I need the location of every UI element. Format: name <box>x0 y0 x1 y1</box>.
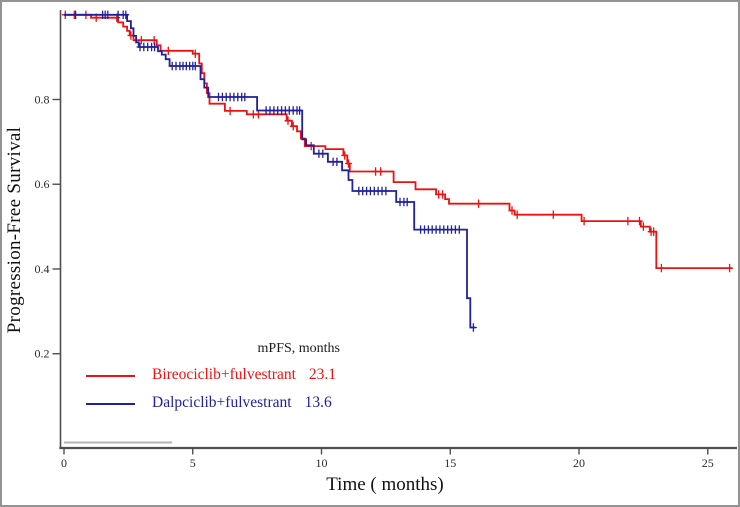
legend-label: Dalpciclib+fulvestrant <box>152 394 292 411</box>
legend-line-sample-dalpciclib <box>86 403 135 405</box>
x-axis-tick-label: 0 <box>61 456 67 470</box>
censor-marks-dalpciclib-fulvestrant <box>72 10 477 332</box>
legend-entry-bireociclib: Bireociclib+fulvestrant 23.1 <box>152 366 336 384</box>
x-axis-tick-label: 15 <box>444 456 456 470</box>
y-axis-tick-label: 0.2 <box>35 347 50 361</box>
legend-label: Bireociclib+fulvestrant <box>152 366 296 383</box>
legend-header: mPFS, months <box>257 341 340 356</box>
y-axis-tick-label: 0.6 <box>35 177 50 191</box>
survival-curve-dalpciclib-fulvestrant <box>64 13 476 329</box>
x-axis-tick-label: 25 <box>702 456 714 470</box>
y-axis-title: Progression-Free Survival <box>4 126 25 334</box>
x-axis-tick-label: 20 <box>573 456 585 470</box>
x-axis-tick-label: 5 <box>190 456 196 470</box>
legend-line-sample-bireociclib <box>86 375 135 377</box>
legend-median-value: 23.1 <box>308 366 337 383</box>
y-axis-tick-label: 0.8 <box>35 93 50 107</box>
x-axis-title: Time ( months) <box>326 474 444 495</box>
legend-median-value: 13.6 <box>304 394 332 411</box>
y-axis-tick-label: 0.4 <box>35 262 50 276</box>
legend-entry-dalpciclib: Dalpciclib+fulvestrant 13.6 <box>152 394 332 412</box>
censor-marks-bireociclib-fulvestrant <box>61 10 733 273</box>
x-axis-tick-label: 10 <box>316 456 328 470</box>
survival-curve-bireociclib-fulvestrant <box>64 13 733 269</box>
